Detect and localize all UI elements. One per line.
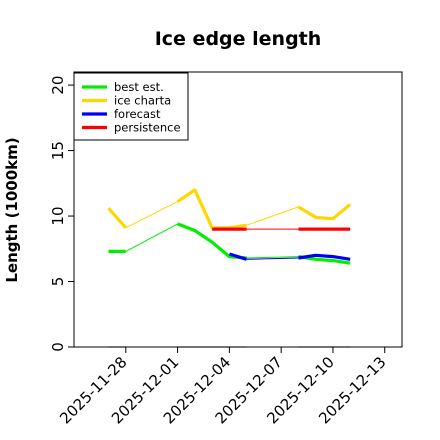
y-tick-label-20: 20	[49, 76, 67, 95]
legend-label-0: best est.	[114, 80, 164, 94]
y-tick-label-10: 10	[49, 207, 67, 226]
y-tick-label-15: 15	[49, 141, 67, 160]
y-tick-label-5: 5	[49, 277, 67, 287]
series-1-line-2	[297, 203, 352, 221]
plot-frame	[73, 71, 403, 348]
series-1-line-0	[107, 207, 127, 229]
series-2-line-1	[298, 253, 351, 261]
series-1-thin-line-1	[246, 206, 299, 226]
series-0-thin-line-1	[246, 256, 299, 259]
legend-label-2: forecast	[114, 107, 161, 121]
series-2-line-0	[228, 252, 248, 261]
series-2-thin-line-0	[246, 257, 299, 260]
y-axis-label: Length (1000km)	[3, 137, 21, 282]
legend-label-1: ice charta	[114, 94, 171, 108]
y-tick-label-0: 0	[49, 342, 67, 352]
series-0-thin-line-0	[125, 223, 178, 252]
chart-title: Ice edge length	[155, 28, 322, 50]
plot-area	[107, 188, 352, 348]
series-1-line-1	[176, 188, 247, 230]
series-1-thin-line-0	[125, 201, 178, 229]
legend-label-3: persistence	[114, 121, 181, 135]
